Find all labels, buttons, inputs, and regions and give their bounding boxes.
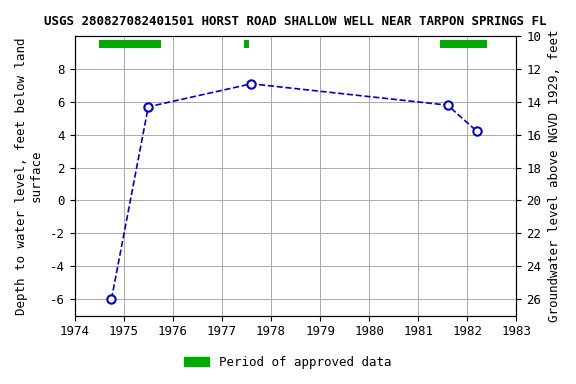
Bar xyxy=(440,40,487,48)
Y-axis label: Groundwater level above NGVD 1929, feet: Groundwater level above NGVD 1929, feet xyxy=(548,30,561,322)
Y-axis label: Depth to water level, feet below land
surface: Depth to water level, feet below land su… xyxy=(15,37,43,314)
Title: USGS 280827082401501 HORST ROAD SHALLOW WELL NEAR TARPON SPRINGS FL: USGS 280827082401501 HORST ROAD SHALLOW … xyxy=(44,15,547,28)
Bar xyxy=(99,40,161,48)
Bar xyxy=(244,40,249,48)
Legend: Period of approved data: Period of approved data xyxy=(179,351,397,374)
